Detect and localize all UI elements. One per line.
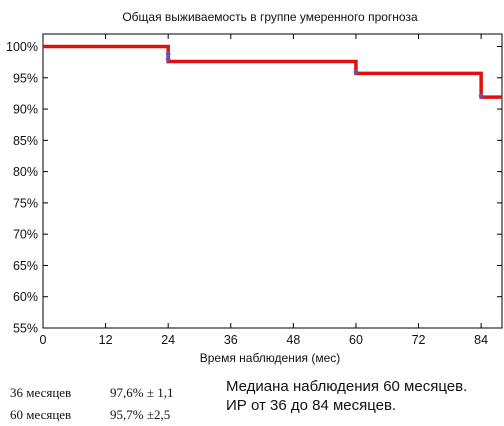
y-tick-label: 65% bbox=[13, 259, 38, 273]
table-row: 36 месяцев 97,6% ± 1,1 bbox=[10, 382, 220, 404]
x-tick-label: 48 bbox=[286, 333, 300, 347]
y-tick-label: 70% bbox=[13, 228, 38, 242]
stats-value: 95,7% ±2,5 bbox=[110, 407, 171, 422]
stats-period: 60 месяцев bbox=[10, 407, 72, 422]
survival-step-line bbox=[43, 44, 502, 99]
y-tick-label: 100% bbox=[6, 40, 38, 54]
x-tick-label: 24 bbox=[161, 333, 175, 347]
y-tick-label: 90% bbox=[13, 103, 38, 117]
x-tick-label: 36 bbox=[224, 333, 238, 347]
range-note: ИР от 36 до 84 месяцев. bbox=[226, 397, 397, 414]
stats-value: 97,6% ± 1,1 bbox=[110, 385, 174, 400]
y-tick-label: 55% bbox=[13, 322, 38, 336]
plot-area bbox=[42, 33, 503, 329]
x-axis-label: Время наблюдения (мес) bbox=[200, 351, 341, 365]
y-tick-label: 85% bbox=[13, 134, 38, 148]
y-tick-label: 80% bbox=[13, 165, 38, 179]
x-tick-label: 12 bbox=[99, 333, 113, 347]
median-note: Медиана наблюдения 60 месяцев. bbox=[226, 378, 468, 395]
x-tick-label: 60 bbox=[349, 333, 363, 347]
x-tick-label: 72 bbox=[412, 333, 426, 347]
x-tick-label: 84 bbox=[474, 333, 488, 347]
y-tick-label: 75% bbox=[13, 196, 38, 210]
x-tick-label: 0 bbox=[40, 333, 47, 347]
survival-chart: Общая выживаемость в группе умеренного п… bbox=[6, 10, 503, 365]
stats-period: 36 месяцев bbox=[10, 385, 72, 400]
y-tick-label: 95% bbox=[13, 71, 38, 85]
censored-mark bbox=[353, 69, 359, 75]
follow-up-notes: Медиана наблюдения 60 месяцев. ИР от 36 … bbox=[226, 377, 467, 415]
censored-mark bbox=[165, 56, 171, 62]
y-tick-label: 60% bbox=[13, 290, 38, 304]
censored-mark bbox=[165, 51, 171, 57]
chart-title: Общая выживаемость в группе умеренного п… bbox=[122, 10, 418, 24]
censored-marks bbox=[165, 51, 484, 99]
table-row: 60 месяцев 95,7% ±2,5 bbox=[10, 404, 220, 426]
series-group bbox=[43, 44, 502, 99]
survival-stats-table: 36 месяцев 97,6% ± 1,1 60 месяцев 95,7% … bbox=[10, 382, 220, 426]
censored-mark bbox=[478, 93, 484, 99]
y-axis: 55% 60% 65% 70% 75% 80% 85% 90% 95% 100% bbox=[6, 40, 502, 336]
x-axis: 0 12 24 36 48 60 72 84 bbox=[40, 34, 488, 347]
